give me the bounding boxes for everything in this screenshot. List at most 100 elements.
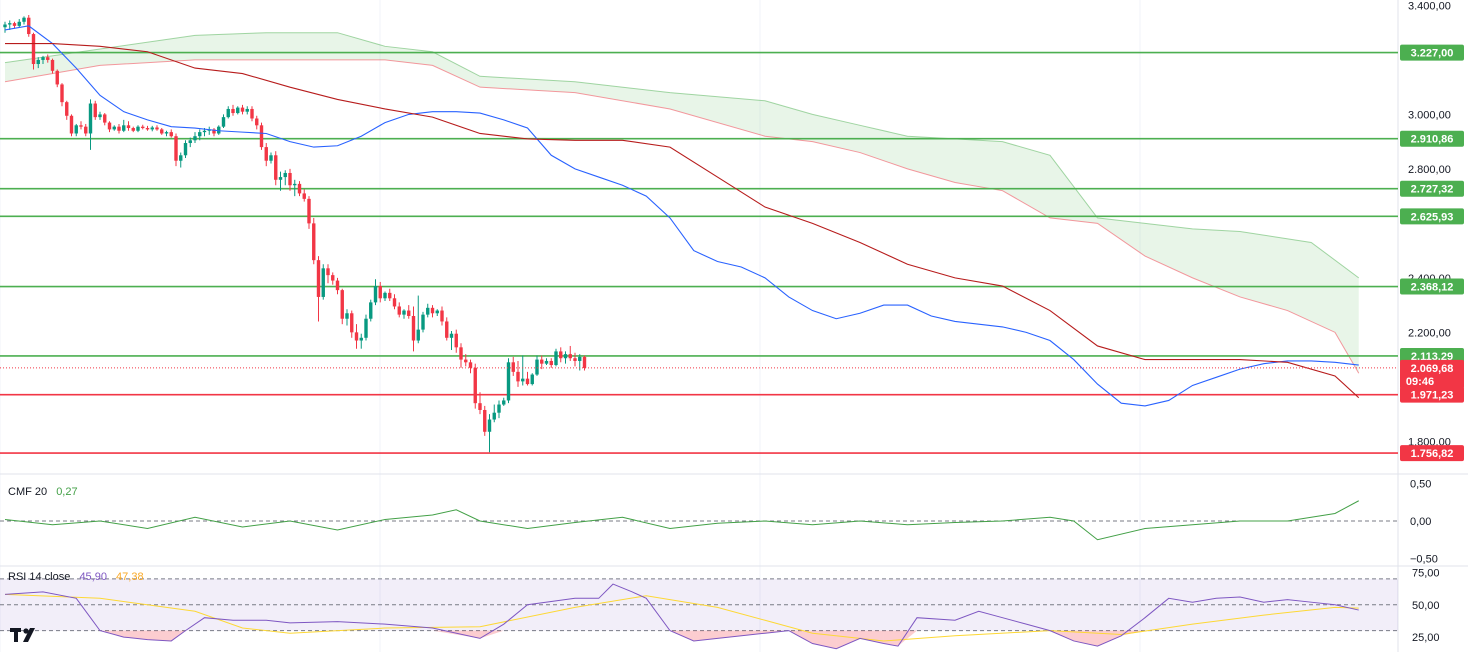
candle-body (17, 21, 21, 26)
candle-body (259, 125, 264, 148)
candle-body (516, 371, 520, 382)
candle-body (435, 310, 439, 314)
indicator-lines (0, 25, 1398, 407)
candle-body (397, 306, 401, 315)
candle-body (582, 356, 587, 369)
candle-body (250, 108, 254, 119)
candle-body (402, 310, 406, 315)
candle-body (46, 57, 50, 60)
level-label-2: 2.727,32 (1411, 184, 1454, 196)
candle-body (369, 302, 373, 319)
candle-body (297, 183, 302, 194)
price-axis-tick-0: 3.400,00 (1408, 0, 1451, 12)
tradingview-logo-icon[interactable] (10, 626, 42, 644)
candle-body (240, 107, 245, 112)
candle-body (136, 126, 140, 131)
candle-body (345, 313, 349, 319)
candle-body (112, 126, 116, 130)
support-resistance-levels (0, 51, 1398, 454)
rsi-legend-value: 45,90 (79, 571, 107, 583)
cmf-legend-value: 0,27 (56, 486, 78, 498)
candle-body (117, 126, 121, 131)
candle-body (198, 132, 202, 137)
kijun-sen-line (5, 43, 1360, 399)
candle-body (373, 286, 378, 303)
candle-body (302, 193, 306, 199)
candle-body (226, 108, 230, 118)
candle-body (563, 354, 568, 359)
candle-body (468, 362, 473, 368)
countdown-timer: 09:46 (1406, 376, 1434, 388)
candle-body (193, 136, 197, 141)
candle-body (535, 359, 539, 375)
candle-body (155, 127, 159, 130)
candle-body (141, 126, 145, 129)
candle-body (245, 108, 249, 112)
candle-body (359, 337, 363, 341)
candle-body (183, 143, 188, 156)
cmf-legend[interactable]: CMF 20 0,27 (8, 486, 84, 498)
level-label-3: 2.625,93 (1411, 211, 1454, 223)
current-price-label-bg (1400, 359, 1464, 389)
candlestick-series (3, 14, 587, 453)
candle-body (392, 298, 397, 307)
candle-body (521, 378, 525, 382)
candle-body (150, 127, 154, 130)
candle-body (188, 140, 192, 144)
cmf-axis-tick-2: −0,50 (1410, 554, 1438, 566)
candle-body (354, 332, 359, 341)
candle-body (221, 117, 226, 127)
candle-body (335, 280, 340, 291)
rsi-ma-legend-value: 47,38 (116, 571, 144, 583)
level-label-1: 2.910,86 (1411, 134, 1454, 146)
cmf-line (4, 500, 1359, 541)
candle-body (487, 419, 492, 432)
rsi-oversold-fill (836, 630, 860, 649)
candle-body (160, 129, 164, 134)
candle-body (331, 275, 335, 281)
rsi-legend[interactable]: RSI 14 close 45,90 47,38 (8, 571, 150, 583)
candle-body (440, 310, 444, 322)
candle-body (578, 356, 582, 361)
price-axis[interactable]: 3.400,003.000,002.800,002.400,002.200,00… (1408, 0, 1451, 644)
candle-body (169, 132, 173, 137)
candle-body (22, 17, 26, 22)
level-label-bg-1 (1400, 130, 1464, 147)
candle-body (36, 59, 40, 65)
candle-body (549, 360, 553, 366)
candle-body (473, 367, 477, 404)
candle-body (312, 223, 316, 261)
rsi-line (4, 583, 1359, 650)
candle-body (378, 286, 382, 299)
candle-body (426, 307, 430, 315)
candle-body (530, 374, 534, 385)
candle-body (231, 108, 235, 114)
candle-body (274, 155, 278, 180)
candle-body (212, 129, 216, 134)
level-label-bg-7 (1400, 445, 1464, 462)
candle-body (421, 314, 425, 330)
candle-body (388, 292, 392, 299)
candle-body (126, 125, 131, 129)
price-axis-tick-2: 2.800,00 (1408, 164, 1451, 176)
candle-body (430, 307, 435, 314)
candle-body (41, 57, 45, 60)
candle-body (84, 126, 88, 134)
candle-body (269, 155, 273, 161)
candle-body (74, 125, 78, 134)
rsi-axis-tick-1: 50,00 (1412, 600, 1440, 612)
level-label-bg-0 (1400, 44, 1464, 61)
candle-body (407, 310, 411, 316)
candle-body (478, 403, 482, 410)
candle-body (288, 172, 292, 186)
candle-body (540, 359, 544, 364)
candle-body (107, 122, 112, 130)
senkou-b-line (4, 59, 1360, 374)
candle-body (3, 24, 7, 28)
candle-body (502, 400, 506, 405)
level-label-bg-2 (1400, 180, 1464, 197)
rsi-oversold-fill (898, 630, 917, 647)
candle-body (525, 378, 530, 385)
